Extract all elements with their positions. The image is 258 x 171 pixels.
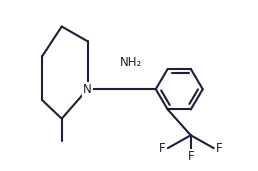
Text: F: F	[159, 142, 166, 155]
Text: F: F	[216, 142, 222, 155]
Text: F: F	[188, 150, 194, 163]
Text: NH₂: NH₂	[120, 56, 142, 69]
Text: N: N	[83, 83, 92, 96]
